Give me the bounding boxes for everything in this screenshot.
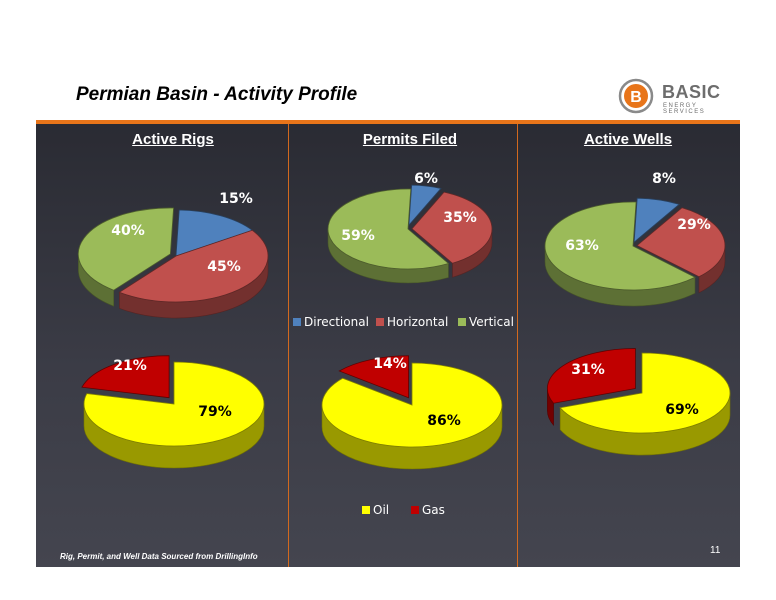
pie-slice-directional bbox=[408, 184, 442, 227]
pie-slice-vertical bbox=[544, 201, 696, 291]
data-label: 29% bbox=[677, 217, 711, 233]
legend-label: Vertical bbox=[469, 315, 514, 329]
legend-swatch bbox=[458, 318, 466, 326]
legend-swatch bbox=[293, 318, 301, 326]
pie-chart: 79% 21% bbox=[81, 355, 265, 469]
data-label: 21% bbox=[113, 358, 147, 374]
heading-permits-filed: Permits Filed bbox=[362, 131, 458, 148]
legend-label: Oil bbox=[373, 503, 389, 517]
data-label: 31% bbox=[571, 362, 605, 378]
legend-well-type: Directional Horizontal Vertical bbox=[293, 315, 514, 329]
pie-chart: 86% 14% bbox=[321, 355, 503, 470]
data-label: 63% bbox=[565, 238, 599, 254]
pie-chart: 8% 29% 63% bbox=[544, 171, 726, 307]
data-label: 45% bbox=[207, 259, 241, 275]
pie-chart: 15% 45% 40% bbox=[78, 191, 269, 319]
logo-letter: B bbox=[630, 89, 642, 106]
company-logo: B BASIC ENERGY SERVICES bbox=[618, 78, 738, 115]
pie-slice-directional bbox=[633, 197, 681, 244]
legend-swatch bbox=[411, 506, 419, 514]
pie-slice-gas bbox=[338, 355, 409, 399]
data-label: 86% bbox=[427, 413, 461, 429]
data-label: 15% bbox=[219, 191, 253, 207]
column-divider bbox=[517, 124, 518, 567]
source-note: Rig, Permit, and Well Data Sourced from … bbox=[60, 552, 258, 561]
legend-swatch bbox=[362, 506, 370, 514]
pie-slice-gas bbox=[547, 348, 636, 404]
logo-subtext: ENERGY SERVICES bbox=[663, 103, 706, 115]
pie-slice-horizontal bbox=[411, 191, 493, 264]
data-label: 6% bbox=[414, 171, 438, 187]
logo-text: BASIC bbox=[662, 82, 721, 102]
legend-label: Gas bbox=[422, 503, 445, 517]
data-label: 40% bbox=[111, 223, 145, 239]
pie-slice-oil bbox=[559, 352, 731, 434]
data-label: 59% bbox=[341, 228, 375, 244]
pie-slice-gas bbox=[81, 355, 170, 399]
data-label: 69% bbox=[665, 402, 699, 418]
heading-active-wells: Active Wells bbox=[583, 131, 673, 148]
data-label: 79% bbox=[198, 404, 232, 420]
data-label: 35% bbox=[443, 210, 477, 226]
pie-chart: 6% 35% 59% bbox=[327, 171, 493, 284]
pie-chart: 69% 31% bbox=[547, 348, 731, 456]
legend-product: Oil Gas bbox=[362, 503, 445, 517]
header-rule bbox=[36, 120, 740, 124]
pie-slice-vertical bbox=[78, 207, 175, 291]
logo-mark-icon: B bbox=[618, 78, 654, 114]
legend-swatch bbox=[376, 318, 384, 326]
heading-active-rigs: Active Rigs bbox=[132, 131, 214, 148]
pie-slice-vertical bbox=[327, 188, 450, 270]
data-label: 8% bbox=[652, 171, 676, 187]
page-title: Permian Basin - Activity Profile bbox=[76, 84, 358, 105]
page-number: 11 bbox=[710, 545, 721, 556]
data-label: 14% bbox=[373, 356, 407, 372]
pie-slice-horizontal bbox=[636, 207, 726, 278]
pie-slice-horizontal bbox=[118, 229, 269, 303]
legend-label: Directional bbox=[304, 315, 369, 329]
column-divider bbox=[288, 124, 289, 567]
pie-slice-oil bbox=[83, 361, 265, 447]
pie-slice-oil bbox=[321, 362, 503, 448]
pie-slice-directional bbox=[175, 209, 254, 257]
legend-label: Horizontal bbox=[387, 315, 448, 329]
